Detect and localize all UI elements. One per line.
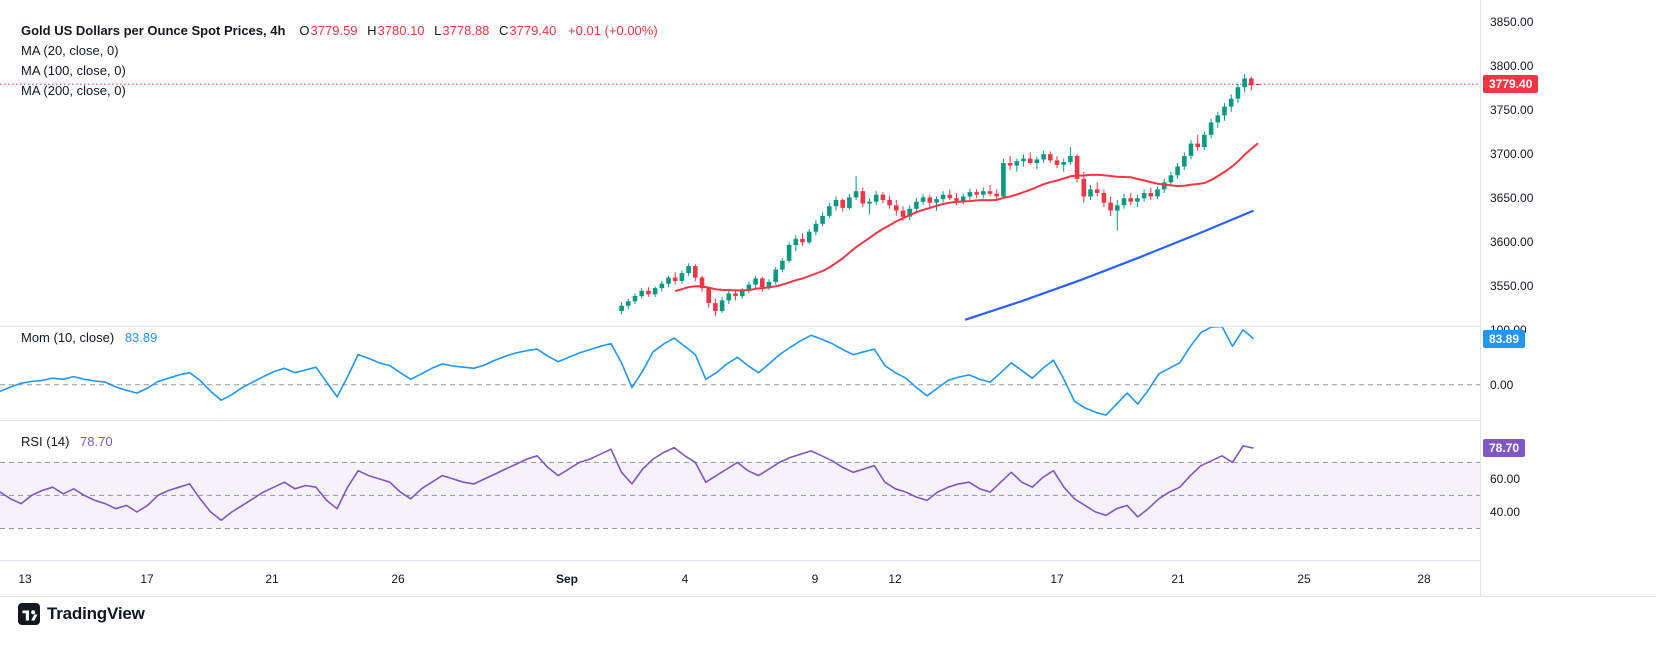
tradingview-logo-icon [18, 603, 40, 625]
time-axis-label[interactable]: 21 [265, 572, 279, 586]
time-axis-label[interactable]: 13 [18, 572, 32, 586]
change-value: +0.01 (+0.00%) [568, 22, 658, 38]
tradingview-wordmark: TradingView [47, 604, 145, 623]
time-axis[interactable]: 13 17 21 26 Sep 4 9 12 17 21 25 28 [0, 561, 1480, 596]
mom-value: 83.89 [124, 330, 158, 345]
price-axis-label: 3850.00 [1490, 15, 1534, 29]
pane-separator [0, 560, 1656, 561]
price-axis-label: 3650.00 [1490, 191, 1534, 205]
rsi-axis-label: 40.00 [1490, 505, 1521, 519]
ma20-label: MA (20, close, 0) [21, 42, 119, 58]
tradingview-attribution[interactable]: TradingView [18, 603, 145, 625]
rsi-pane[interactable] [0, 420, 1480, 560]
ma200-label: MA (200, close, 0) [21, 82, 126, 98]
ohlc-open-value: 3779.59 [310, 22, 358, 38]
time-axis-label[interactable]: 17 [140, 572, 154, 586]
symbol-row[interactable]: Gold US Dollars per Ounce Spot Prices, 4… [21, 20, 658, 40]
price-axis-label: 3600.00 [1490, 235, 1534, 249]
momentum-pane[interactable] [0, 326, 1480, 420]
time-axis-label[interactable]: Sep [555, 572, 579, 586]
pane-separator[interactable] [0, 420, 1656, 421]
price-axis-column[interactable]: 3850.00 3800.00 3750.00 3700.00 3650.00 3600.… [1480, 0, 1656, 596]
ohlc-low-value: 3778.88 [442, 22, 490, 38]
ma200-legend[interactable]: MA (200, close, 0) [21, 80, 658, 100]
ma100-legend[interactable]: MA (100, close, 0) [21, 60, 658, 80]
ohlc-low-label: L [434, 22, 442, 38]
rsi-label: RSI (14) [21, 434, 70, 449]
ohlc-close-label: C [499, 22, 509, 38]
symbol-title: Gold US Dollars per Ounce Spot Prices, 4… [21, 22, 286, 38]
last-price-badge: 3779.40 [1483, 75, 1539, 93]
time-axis-label[interactable]: 17 [1050, 572, 1064, 586]
mom-axis-label: 0.00 [1490, 378, 1514, 392]
ma100-label: MA (100, close, 0) [21, 62, 126, 78]
ohlc-values: O3779.59 H3780.10 L3778.88 C3779.40 +0.0… [293, 23, 657, 38]
ohlc-high-value: 3780.10 [377, 22, 425, 38]
mom-label: Mom (10, close) [21, 330, 115, 345]
mom-legend[interactable]: Mom (10, close) 83.89 [21, 330, 157, 345]
time-axis-label[interactable]: 25 [1297, 572, 1311, 586]
main-legend: Gold US Dollars per Ounce Spot Prices, 4… [21, 20, 658, 100]
time-axis-label[interactable]: 4 [681, 572, 689, 586]
price-axis-label: 3550.00 [1490, 279, 1534, 293]
price-axis-label: 3700.00 [1490, 147, 1534, 161]
price-axis-label: 3750.00 [1490, 103, 1534, 117]
time-axis-label[interactable]: 26 [391, 572, 405, 586]
rsi-value-badge: 78.70 [1483, 439, 1526, 457]
ohlc-high-label: H [367, 22, 377, 38]
mom-value-badge: 83.89 [1483, 330, 1526, 348]
rsi-value: 78.70 [80, 434, 113, 449]
time-axis-label[interactable]: 28 [1417, 572, 1431, 586]
rsi-axis-label: 60.00 [1490, 472, 1521, 486]
time-axis-label[interactable]: 21 [1171, 572, 1185, 586]
price-pane[interactable] [0, 0, 1480, 326]
time-axis-label[interactable]: 12 [888, 572, 902, 586]
time-axis-label[interactable]: 9 [811, 572, 819, 586]
ohlc-open-label: O [299, 22, 310, 38]
ohlc-close-value: 3779.40 [509, 22, 557, 38]
chart-bottom-border [0, 596, 1656, 597]
ma20-legend[interactable]: MA (20, close, 0) [21, 40, 658, 60]
pane-separator[interactable] [0, 326, 1656, 327]
rsi-legend[interactable]: RSI (14) 78.70 [21, 434, 113, 449]
price-axis-label: 3800.00 [1490, 59, 1534, 73]
